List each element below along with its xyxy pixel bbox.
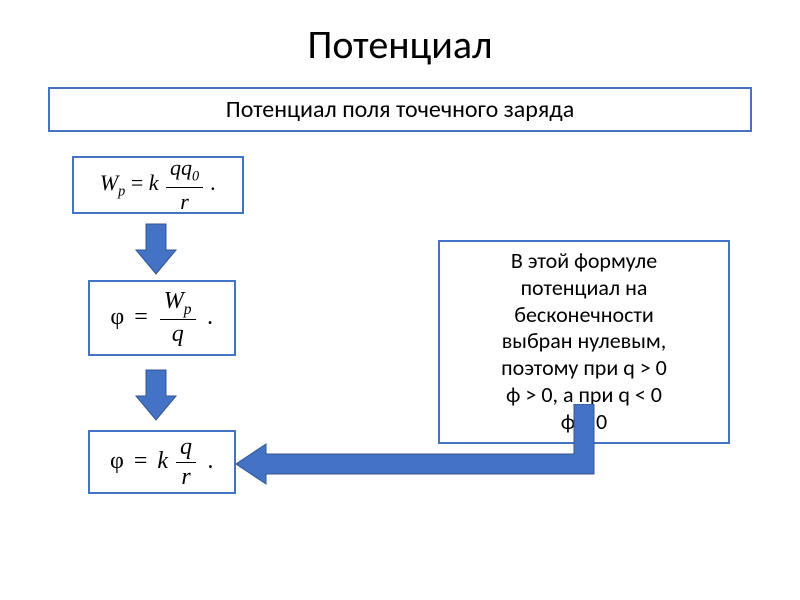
formula-phi-result: φ = k q r . — [88, 430, 236, 494]
formula-phi-def: φ = Wp q . — [88, 280, 236, 356]
f1-dot: . — [211, 170, 217, 195]
f2-phi: φ — [110, 304, 124, 330]
note-l2: потенциал на — [521, 274, 648, 301]
f1-lhs: Wp — [100, 170, 125, 195]
arrow-elbow-left — [236, 404, 596, 504]
note-l5: поэтому при q > 0 — [501, 354, 667, 381]
note-l4: выбран нулевым, — [502, 327, 666, 354]
f3-eq: = — [134, 448, 148, 474]
f3-dot: . — [208, 448, 214, 474]
f2-dot: . — [208, 304, 214, 330]
f3-k: k — [157, 448, 168, 474]
f3-phi: φ — [110, 448, 124, 474]
f1-k: k — [149, 170, 159, 195]
f2-frac: Wp q — [160, 288, 196, 349]
f2-eq: = — [134, 304, 148, 330]
f1-eq: = — [131, 170, 143, 195]
note-l3: бесконечности — [514, 301, 654, 328]
f3-frac: q r — [176, 434, 196, 491]
arrow-down-2 — [134, 368, 178, 422]
arrow-down-1 — [134, 222, 178, 276]
page-title: Потенциал — [0, 0, 800, 69]
formula-potential-energy: Wp = k qq0 r . — [72, 156, 244, 214]
note-l1: В этой формуле — [511, 247, 657, 274]
subtitle-box: Потенциал поля точечного заряда — [48, 87, 752, 132]
f1-frac: qq0 r — [166, 155, 203, 214]
